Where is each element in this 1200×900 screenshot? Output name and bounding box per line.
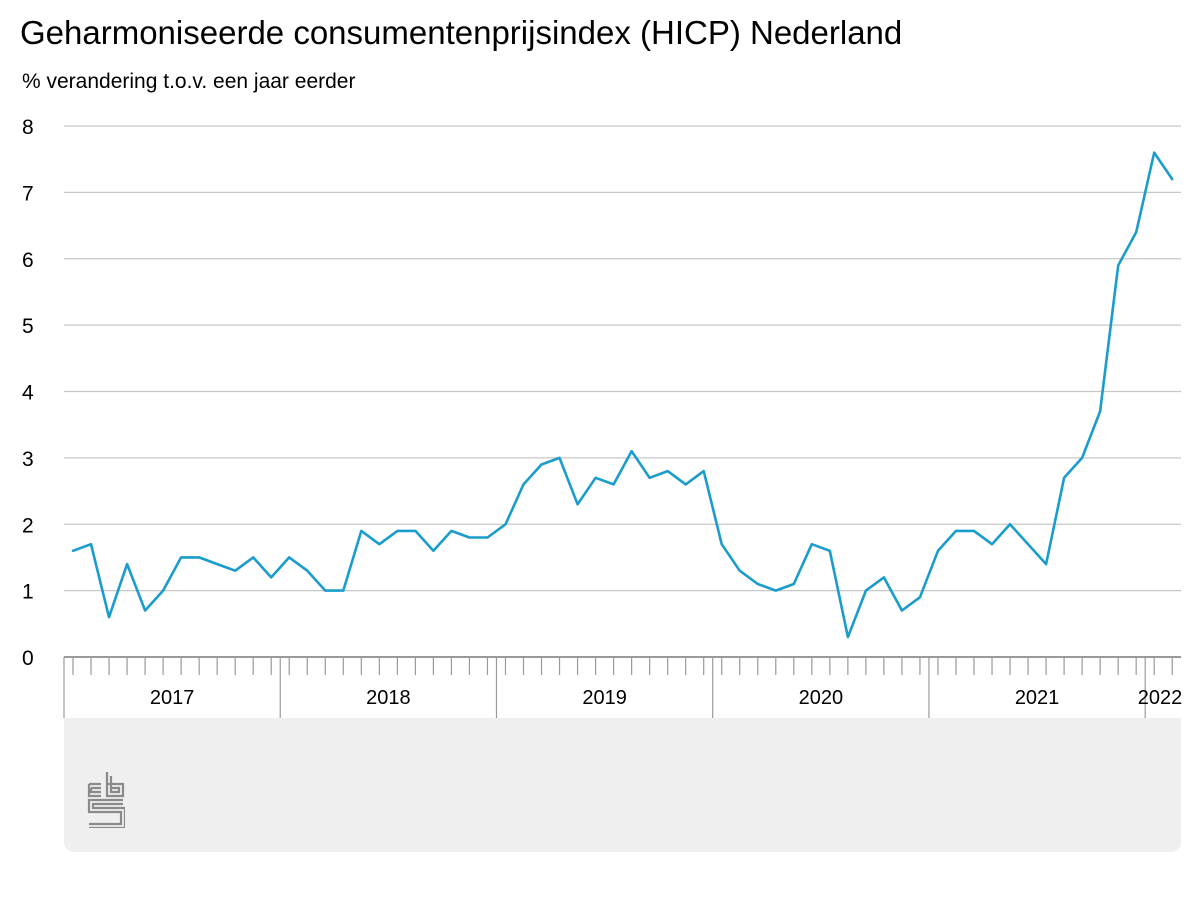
y-tick-label: 3: [22, 448, 34, 471]
x-year-label: 2020: [799, 687, 844, 709]
cbs-logo-icon: [87, 772, 125, 828]
chart-subtitle: % verandering t.o.v. een jaar eerder: [22, 70, 356, 93]
x-axis: 2017 2018 2019 2020 2021 2022: [63, 656, 1183, 718]
y-tick-label: 5: [22, 315, 34, 338]
chart-title: Geharmoniseerde consumentenprijsindex (H…: [20, 14, 903, 51]
y-tick-label: 8: [22, 116, 34, 139]
x-year-label: 2021: [1015, 687, 1060, 709]
series-line-group: [71, 151, 1174, 639]
x-year-label: 2017: [150, 687, 195, 709]
x-year-label: 2019: [582, 687, 627, 709]
y-axis-tick-labels: 0 1 2 3 4 5 6 7 8: [22, 116, 34, 670]
y-tick-label: 4: [22, 382, 34, 405]
x-year-label: 2018: [366, 687, 411, 709]
y-tick-label: 0: [22, 647, 34, 670]
y-tick-label: 7: [22, 182, 34, 205]
y-tick-label: 6: [22, 249, 34, 272]
x-year-label: 2022: [1138, 687, 1183, 709]
y-tick-label: 1: [22, 581, 34, 604]
y-tick-label: 2: [22, 514, 34, 537]
gridlines: [64, 125, 1181, 592]
series-line: [71, 151, 1174, 639]
data-points: [72, 151, 1174, 638]
footer-panel: [64, 718, 1181, 852]
